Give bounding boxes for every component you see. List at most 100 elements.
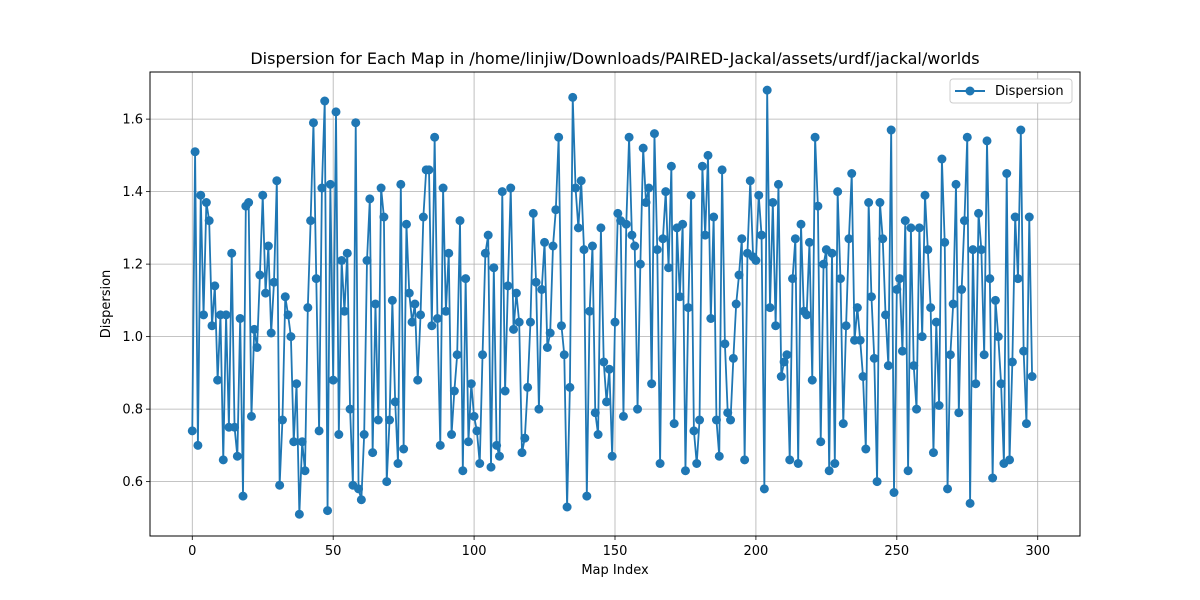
data-point — [1027, 372, 1037, 381]
data-point — [427, 321, 437, 331]
data-point — [951, 179, 961, 189]
data-point — [438, 183, 448, 193]
data-point — [258, 190, 268, 200]
data-point — [886, 125, 896, 135]
data-point — [717, 165, 727, 175]
data-point — [903, 466, 913, 476]
data-point — [706, 314, 716, 323]
data-point — [649, 129, 659, 139]
data-point — [416, 310, 426, 320]
data-point — [413, 375, 423, 385]
data-point — [458, 466, 468, 476]
data-point — [311, 274, 321, 284]
data-point — [339, 306, 349, 316]
data-point — [633, 404, 643, 414]
data-point — [370, 299, 380, 309]
data-point — [1002, 169, 1012, 178]
data-point — [444, 248, 454, 258]
data-point — [280, 292, 290, 302]
data-point — [666, 161, 676, 171]
data-point — [514, 317, 524, 327]
data-point — [500, 386, 510, 396]
data-point — [255, 270, 265, 280]
data-point — [757, 230, 767, 240]
data-point — [517, 448, 527, 458]
data-point — [480, 248, 490, 258]
x-tick-label: 200 — [743, 544, 768, 559]
data-point — [968, 245, 978, 255]
data-point — [441, 306, 451, 316]
data-point — [909, 361, 919, 371]
data-point — [263, 241, 273, 251]
data-point — [965, 498, 975, 508]
data-point — [866, 292, 876, 302]
data-point — [878, 234, 888, 244]
x-tick-label: 150 — [603, 544, 628, 559]
data-point — [971, 379, 981, 389]
data-point — [376, 183, 386, 193]
data-point — [993, 332, 1003, 342]
data-point — [982, 136, 992, 146]
data-point — [314, 426, 324, 436]
data-point — [827, 248, 837, 258]
data-point — [534, 404, 544, 414]
x-tick-label: 50 — [325, 544, 342, 559]
data-point — [1005, 455, 1015, 465]
data-point — [686, 190, 696, 200]
data-point — [277, 415, 287, 425]
data-point — [664, 263, 674, 273]
data-point — [895, 274, 905, 284]
data-point — [396, 179, 406, 189]
data-point — [934, 401, 944, 410]
y-tick-label: 1.4 — [122, 185, 143, 200]
ticks: 0 50 100 150 200 250 300 0.6 0.8 1.0 1.2 1.4 1.6 — [122, 113, 1050, 559]
data-point — [731, 299, 741, 309]
data-point — [906, 223, 916, 233]
data-point — [545, 328, 555, 338]
data-point — [613, 208, 623, 218]
data-point — [289, 437, 299, 447]
data-point — [201, 198, 211, 207]
data-point — [610, 317, 620, 327]
data-point — [720, 339, 730, 349]
data-point — [607, 451, 617, 461]
data-point — [683, 303, 693, 313]
data-point — [751, 256, 761, 265]
data-point — [945, 350, 955, 360]
data-point — [466, 379, 476, 389]
y-tick-label: 1.2 — [122, 258, 143, 273]
data-point — [573, 223, 583, 233]
data-point — [723, 408, 733, 418]
data-point — [1013, 274, 1023, 284]
data-point — [509, 324, 519, 334]
data-point — [768, 198, 778, 207]
data-point — [568, 92, 578, 102]
data-point — [621, 219, 631, 229]
data-point — [325, 179, 335, 189]
data-point — [985, 274, 995, 284]
data-point — [700, 230, 710, 240]
data-point — [604, 364, 614, 374]
data-point — [641, 198, 651, 207]
data-point — [740, 455, 750, 465]
data-point — [734, 270, 744, 280]
data-point — [602, 397, 612, 407]
data-point — [627, 230, 637, 240]
data-point — [889, 488, 899, 497]
data-point — [238, 491, 248, 501]
data-point — [455, 216, 465, 226]
data-point — [424, 165, 434, 175]
data-point — [833, 187, 843, 197]
data-point — [404, 288, 414, 298]
data-point — [297, 437, 307, 447]
data-point — [788, 274, 798, 284]
data-point — [337, 256, 347, 265]
data-point — [785, 455, 795, 465]
data-point — [528, 208, 538, 218]
data-point — [390, 397, 400, 407]
data-point — [472, 426, 482, 436]
data-point — [221, 310, 231, 320]
data-point — [923, 245, 933, 255]
data-point — [1021, 419, 1031, 429]
data-point — [511, 288, 521, 298]
